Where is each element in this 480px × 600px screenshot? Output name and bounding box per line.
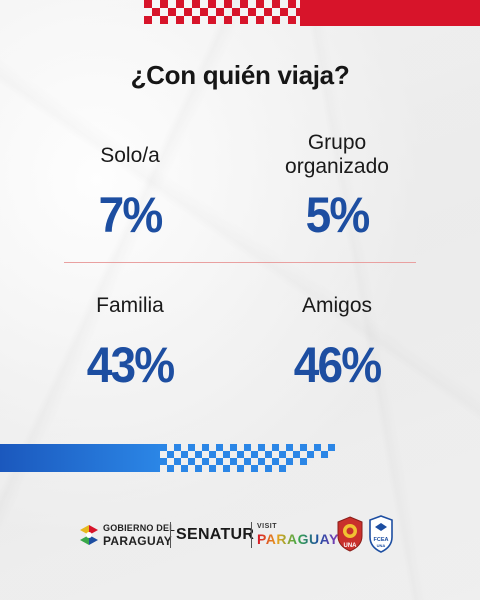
una-shield-icon: UNA: [337, 516, 363, 552]
paraguay-word: PARAGUAY: [257, 531, 339, 547]
senatur-logo-text: SENATUR: [176, 526, 255, 543]
stat-label-grupo: Grupo organizado: [285, 131, 389, 178]
stat-value-familia: 43%: [86, 337, 175, 393]
stat-value-amigos: 46%: [293, 337, 382, 393]
visit-paraguay-text: PARAGUAY: [257, 531, 339, 547]
footer-separator: [170, 522, 171, 548]
gobierno-line2: PARAGUAY: [103, 534, 173, 548]
fcea-sub-text: UNA: [377, 543, 386, 548]
stat-value-grupo: 5%: [305, 187, 371, 243]
gobierno-emblem-icon: [80, 525, 98, 545]
una-text: UNA: [344, 543, 358, 549]
page-title: ¿Con quién viaja?: [130, 60, 350, 90]
gobierno-line1: GOBIERNO DEL: [103, 523, 175, 533]
top-checker-band: [0, 0, 480, 30]
bottom-checker-band: [0, 442, 480, 476]
fcea-text: FCEA: [374, 537, 389, 543]
footer-logos: GOBIERNO DEL PARAGUAY SENATUR VISIT PARA…: [0, 510, 480, 560]
stat-value-solo: 7%: [98, 187, 164, 243]
stat-label-familia: Familia: [96, 294, 164, 317]
bottom-checker-pattern: [0, 444, 335, 472]
top-checker-pattern: [144, 0, 480, 26]
divider-line: [64, 262, 416, 263]
fcea-shield-icon: FCEA UNA: [369, 515, 393, 553]
visit-text: VISIT: [257, 523, 278, 530]
stat-label-amigos: Amigos: [301, 294, 373, 317]
stat-label-solo: Solo/a: [100, 144, 160, 167]
footer-separator: [251, 522, 252, 548]
